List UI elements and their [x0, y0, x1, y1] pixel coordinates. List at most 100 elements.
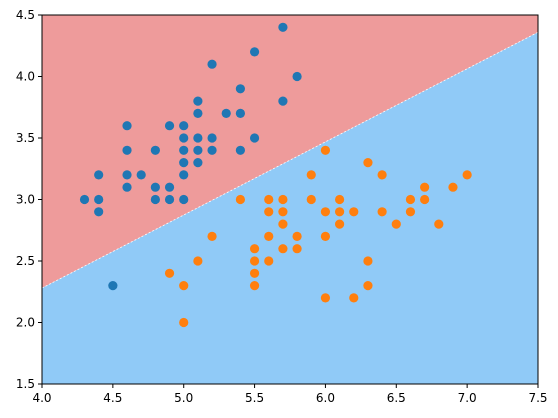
data-point — [193, 108, 203, 118]
data-point — [164, 194, 175, 205]
data-point — [179, 194, 189, 205]
x-tick-label: 4.5 — [103, 391, 122, 405]
data-point — [264, 194, 274, 205]
data-point — [150, 182, 160, 192]
data-point — [264, 256, 274, 266]
data-point — [278, 194, 288, 205]
data-point — [335, 207, 345, 217]
data-point — [320, 293, 331, 303]
region-below-boundary — [42, 32, 538, 384]
y-tick-label: 4.0 — [16, 70, 35, 84]
data-point — [349, 293, 359, 303]
data-point — [235, 108, 245, 118]
x-tick-label: 5.0 — [174, 391, 193, 405]
data-point — [193, 145, 203, 155]
x-tick-label: 7.5 — [528, 391, 547, 405]
data-point — [94, 194, 104, 205]
data-point — [335, 219, 345, 229]
data-point — [150, 194, 160, 205]
region-above-boundary — [42, 15, 538, 289]
data-point — [292, 231, 302, 241]
data-point — [122, 145, 132, 155]
data-point — [462, 170, 472, 180]
data-point — [363, 256, 373, 266]
data-point — [207, 231, 217, 241]
data-point — [320, 207, 331, 217]
data-point — [320, 145, 331, 155]
y-tick-label: 3.5 — [16, 131, 35, 145]
data-point — [179, 133, 189, 143]
y-tick-label: 4.5 — [16, 8, 35, 22]
data-point — [193, 158, 203, 168]
data-point — [349, 207, 359, 217]
data-point — [122, 121, 132, 131]
data-point — [249, 256, 260, 266]
data-point — [278, 96, 288, 106]
data-point — [221, 108, 231, 118]
data-point — [377, 207, 387, 217]
data-point — [278, 244, 288, 254]
data-point — [193, 256, 203, 266]
data-point — [420, 194, 430, 205]
data-point — [164, 182, 175, 192]
y-axis: 1.5 2.0 2.5 3.0 3.5 4.0 4.5 — [16, 8, 42, 391]
data-point — [363, 158, 373, 168]
data-point — [150, 145, 160, 155]
data-point — [179, 121, 189, 131]
data-point — [235, 145, 245, 155]
data-point — [136, 170, 146, 180]
data-point — [164, 121, 175, 131]
data-point — [179, 170, 189, 180]
x-tick-label: 5.5 — [245, 391, 264, 405]
data-point — [94, 170, 104, 180]
data-point — [363, 281, 373, 291]
data-point — [278, 219, 288, 229]
data-point — [193, 133, 203, 143]
data-point — [249, 47, 260, 57]
x-tick-label: 4.0 — [32, 391, 51, 405]
data-point — [306, 194, 316, 205]
data-point — [249, 244, 260, 254]
data-point — [94, 207, 104, 217]
y-tick-label: 2.0 — [16, 316, 35, 330]
data-point — [79, 194, 90, 205]
decision-boundary-line — [41, 31, 539, 289]
data-point — [405, 194, 416, 205]
data-point — [448, 182, 458, 192]
data-point — [207, 145, 217, 155]
data-point — [264, 207, 274, 217]
x-tick-label: 6.0 — [316, 391, 335, 405]
data-point — [278, 22, 288, 32]
data-point — [264, 231, 274, 241]
data-point — [335, 194, 345, 205]
data-point — [292, 71, 302, 82]
data-point — [306, 170, 316, 180]
x-axis: 4.0 4.5 5.0 5.5 6.0 6.5 7.0 7.5 — [32, 384, 548, 405]
data-point — [420, 182, 430, 192]
data-point — [164, 268, 175, 278]
data-point — [377, 170, 387, 180]
y-tick-label: 1.5 — [16, 377, 35, 391]
data-point — [179, 158, 189, 168]
data-point — [207, 59, 217, 69]
data-point — [391, 219, 401, 229]
data-point — [434, 219, 444, 229]
data-point — [292, 244, 302, 254]
data-point — [249, 133, 260, 143]
data-point — [193, 96, 203, 106]
data-point — [122, 182, 132, 192]
data-point — [235, 84, 245, 94]
data-point — [235, 194, 245, 205]
data-point — [249, 268, 260, 278]
data-point — [179, 281, 189, 291]
series-0 — [79, 22, 302, 291]
data-point — [278, 207, 288, 217]
y-tick-label: 3.0 — [16, 193, 35, 207]
data-point — [108, 281, 118, 291]
data-point — [405, 207, 416, 217]
data-point — [122, 170, 132, 180]
y-tick-label: 2.5 — [16, 254, 35, 268]
data-point — [179, 317, 189, 328]
x-tick-label: 6.5 — [387, 391, 406, 405]
